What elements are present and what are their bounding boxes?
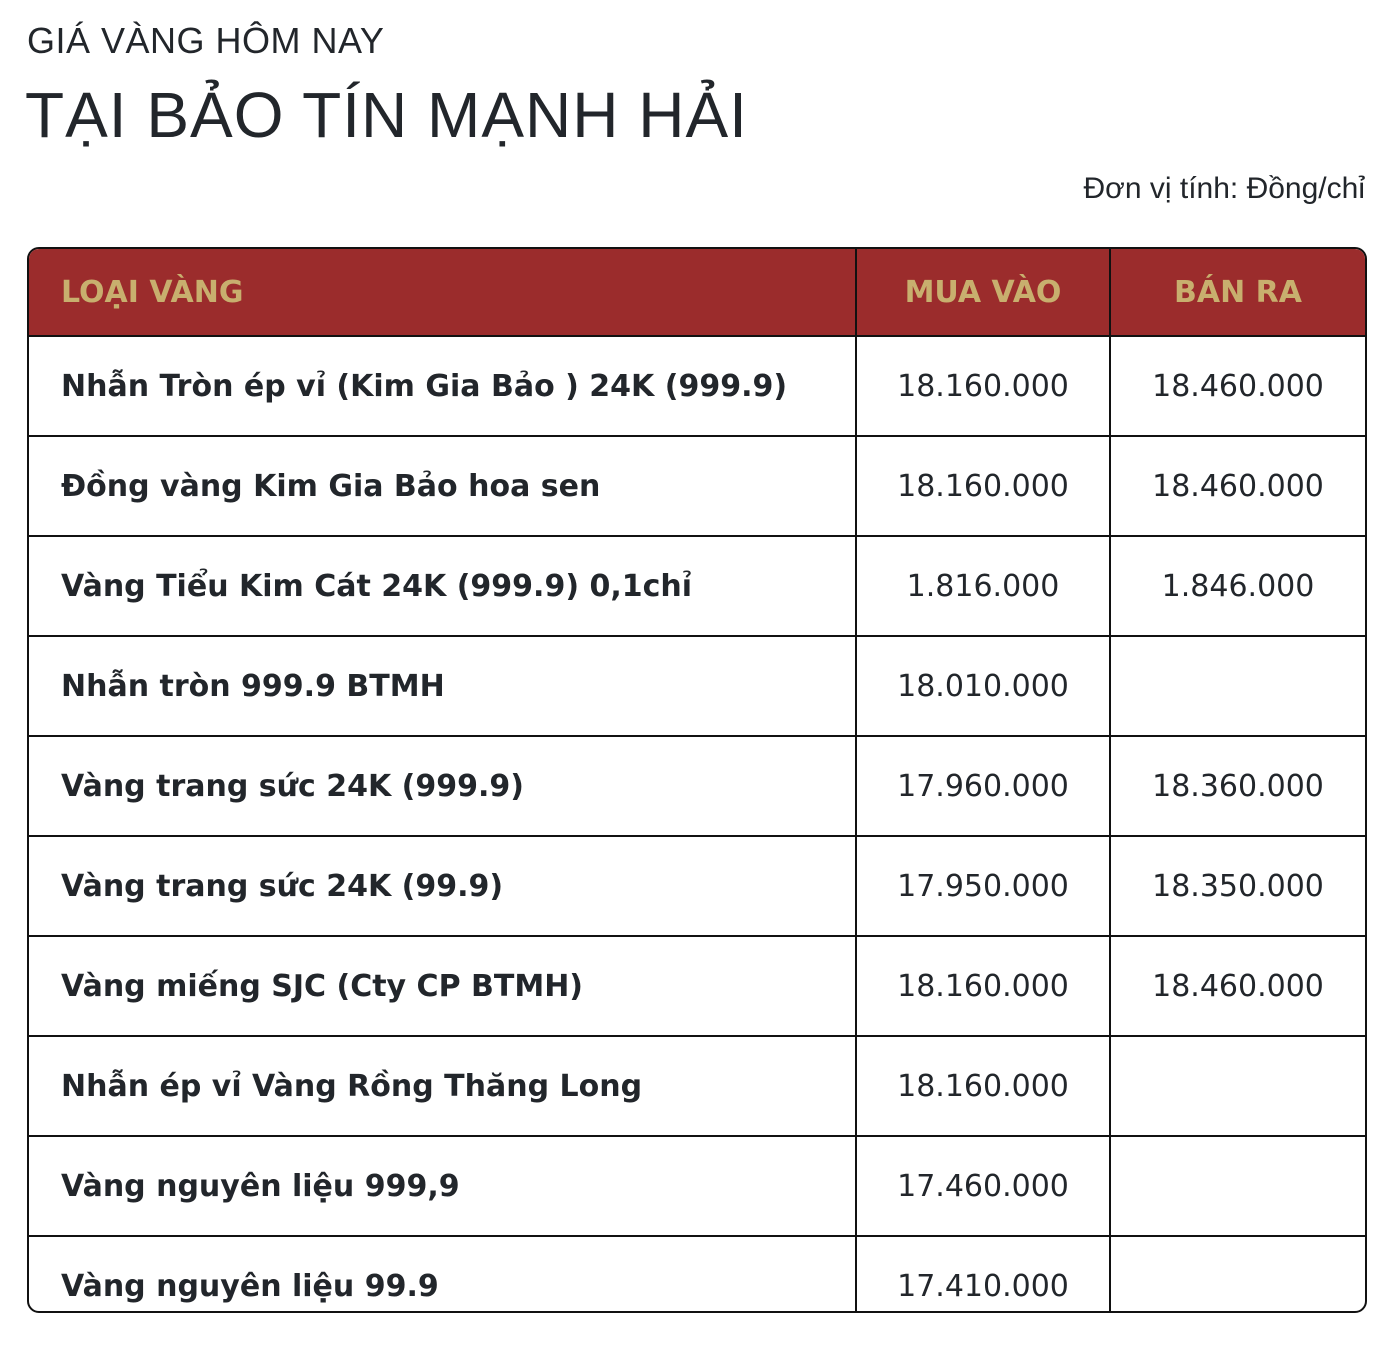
gold-type-cell: Nhẫn tròn 999.9 BTMH — [29, 635, 856, 736]
buy-price-cell: 1.816.000 — [855, 535, 1110, 636]
gold-type-cell: Vàng Tiểu Kim Cát 24K (999.9) 0,1chỉ — [29, 535, 856, 636]
column-header-sell: BÁN RA — [1109, 249, 1365, 337]
gold-type-cell: Vàng trang sức 24K (999.9) — [29, 735, 856, 836]
buy-price-cell: 17.960.000 — [855, 735, 1110, 836]
table-row: Nhẫn ép vỉ Vàng Rồng Thăng Long 18.160.00… — [29, 1035, 1365, 1136]
table-row: Vàng miếng SJC (Cty CP BTMH) 18.160.000 18… — [29, 935, 1365, 1036]
gold-type-cell: Vàng miếng SJC (Cty CP BTMH) — [29, 935, 856, 1036]
gold-type-cell: Vàng nguyên liệu 999,9 — [29, 1135, 856, 1236]
buy-price-cell: 18.160.000 — [855, 435, 1110, 536]
buy-price-cell: 17.410.000 — [855, 1235, 1110, 1311]
unit-label: Đơn vị tính: Đồng/chỉ — [1083, 172, 1365, 205]
column-header-type: LOẠI VÀNG — [29, 249, 856, 337]
gold-type-cell: Vàng trang sức 24K (99.9) — [29, 835, 856, 936]
gold-type-cell: Nhẫn ép vỉ Vàng Rồng Thăng Long — [29, 1035, 856, 1136]
table-row: Vàng trang sức 24K (999.9) 17.960.000 18.3… — [29, 735, 1365, 836]
buy-price-cell: 18.160.000 — [855, 336, 1110, 436]
table-row: Vàng trang sức 24K (99.9) 17.950.000 18.35… — [29, 835, 1365, 936]
buy-price-cell: 18.160.000 — [855, 935, 1110, 1036]
sell-price-cell: 18.460.000 — [1109, 935, 1365, 1036]
gold-price-table: LOẠI VÀNG MUA VÀO BÁN RA Nhẫn Tròn ép vỉ… — [27, 247, 1367, 1313]
page-title: TẠI BẢO TÍN MẠNH HẢI — [25, 79, 748, 151]
table-header-row: LOẠI VÀNG MUA VÀO BÁN RA — [29, 249, 1365, 337]
sell-price-cell: 18.360.000 — [1109, 735, 1365, 836]
sell-price-cell: 1.846.000 — [1109, 535, 1365, 636]
sell-price-cell — [1109, 1135, 1365, 1236]
page-subtitle: GIÁ VÀNG HÔM NAY — [27, 20, 385, 61]
table-row: Nhẫn tròn 999.9 BTMH 18.010.000 — [29, 635, 1365, 736]
buy-price-cell: 17.460.000 — [855, 1135, 1110, 1236]
sell-price-cell — [1109, 1235, 1365, 1311]
table-row: Đồng vàng Kim Gia Bảo hoa sen 18.160.000 1… — [29, 435, 1365, 536]
sell-price-cell — [1109, 1035, 1365, 1136]
table-row: Vàng nguyên liệu 99.9 17.410.000 — [29, 1235, 1365, 1311]
table-row: Nhẫn Tròn ép vỉ (Kim Gia Bảo ) 24K (999.… — [29, 336, 1365, 436]
gold-type-cell: Vàng nguyên liệu 99.9 — [29, 1235, 856, 1311]
buy-price-cell: 17.950.000 — [855, 835, 1110, 936]
sell-price-cell: 18.460.000 — [1109, 435, 1365, 536]
buy-price-cell: 18.010.000 — [855, 635, 1110, 736]
table-row: Vàng nguyên liệu 999,9 17.460.000 — [29, 1135, 1365, 1236]
sell-price-cell: 18.350.000 — [1109, 835, 1365, 936]
column-header-buy: MUA VÀO — [855, 249, 1110, 337]
table-row: Vàng Tiểu Kim Cát 24K (999.9) 0,1chỉ 1.81… — [29, 535, 1365, 636]
buy-price-cell: 18.160.000 — [855, 1035, 1110, 1136]
sell-price-cell: 18.460.000 — [1109, 336, 1365, 436]
sell-price-cell — [1109, 635, 1365, 736]
gold-type-cell: Đồng vàng Kim Gia Bảo hoa sen — [29, 435, 856, 536]
gold-type-cell: Nhẫn Tròn ép vỉ (Kim Gia Bảo ) 24K (999.… — [61, 368, 788, 404]
